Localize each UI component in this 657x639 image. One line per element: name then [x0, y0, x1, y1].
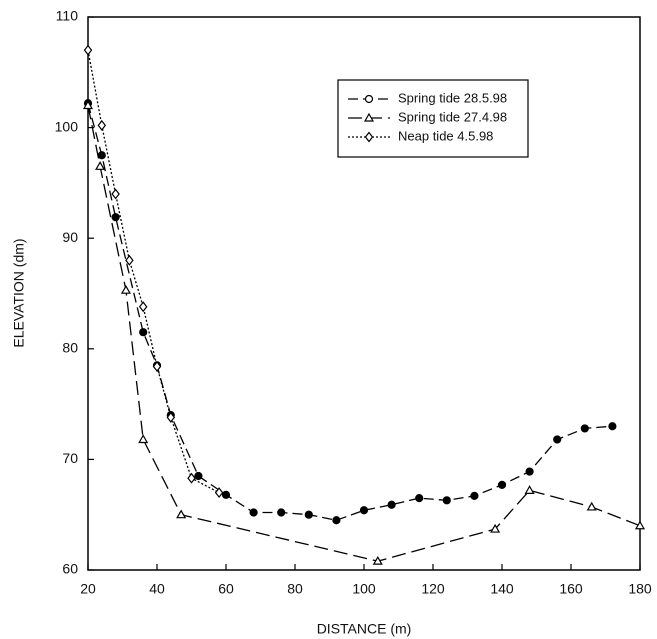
legend-marker: [364, 131, 374, 143]
x-tick-label: 160: [559, 581, 583, 597]
data-point: [580, 424, 589, 433]
y-tick-label: 100: [55, 118, 79, 134]
data-point: [152, 361, 162, 372]
data-point: [111, 188, 120, 200]
data-point: [97, 119, 107, 131]
data-point: [214, 487, 224, 499]
series-line: [87, 50, 220, 494]
data-point: [95, 161, 106, 170]
data-point: [497, 480, 507, 489]
data-point: [490, 523, 501, 533]
data-point: [415, 494, 424, 503]
data-point: [139, 328, 148, 337]
data-point: [194, 471, 203, 481]
series-line: [87, 105, 641, 562]
data-point: [608, 422, 617, 431]
data-point: [111, 213, 120, 222]
y-tick-label: 60: [62, 561, 78, 577]
x-tick-label: 120: [421, 581, 445, 597]
data-point: [176, 509, 187, 519]
data-point: [97, 151, 106, 160]
data-point: [187, 472, 196, 484]
x-axis-label: DISTANCE (m): [317, 621, 412, 637]
data-point: [120, 284, 131, 294]
y-tick-label: 80: [62, 340, 78, 356]
series-line: [87, 103, 613, 521]
y-tick-label: 110: [56, 8, 79, 24]
x-tick-label: 180: [628, 581, 652, 597]
x-tick-label: 60: [218, 581, 234, 597]
x-tick-label: 20: [80, 581, 96, 597]
x-tick-label: 100: [352, 581, 376, 597]
data-point: [586, 501, 597, 511]
y-tick-label: 70: [62, 450, 78, 466]
data-point: [138, 301, 148, 313]
data-point: [359, 506, 369, 515]
y-axis-label: ELEVATION (dm): [11, 238, 27, 347]
data-point: [634, 520, 646, 530]
data-point: [525, 467, 534, 476]
data-point: [372, 555, 383, 565]
data-point: [387, 500, 396, 509]
x-tick-label: 40: [149, 581, 165, 597]
data-point: [304, 510, 313, 519]
data-point: [82, 100, 94, 110]
legend-label: Neap tide 4.5.98: [398, 128, 493, 143]
data-point: [249, 508, 258, 517]
x-tick-label: 140: [490, 581, 514, 597]
data-point: [524, 485, 535, 494]
data-point: [442, 496, 451, 505]
legend-marker: [364, 94, 374, 104]
data-point: [553, 435, 562, 444]
data-point: [470, 491, 479, 500]
data-point: [83, 44, 93, 56]
legend-label: Spring tide 28.5.98: [398, 90, 507, 105]
legend-marker: [363, 112, 375, 122]
data-point: [221, 490, 231, 499]
data-point: [125, 254, 134, 266]
y-tick-label: 90: [62, 229, 78, 245]
legend: Spring tide 28.5.98 Spring tide 27.4.98 Ne…: [337, 79, 529, 158]
data-point: [138, 434, 149, 444]
x-tick-label: 80: [287, 581, 303, 597]
data-point: [332, 516, 341, 525]
data-point: [166, 411, 176, 423]
data-point: [277, 508, 286, 517]
legend-label: Spring tide 27.4.98: [398, 109, 507, 124]
